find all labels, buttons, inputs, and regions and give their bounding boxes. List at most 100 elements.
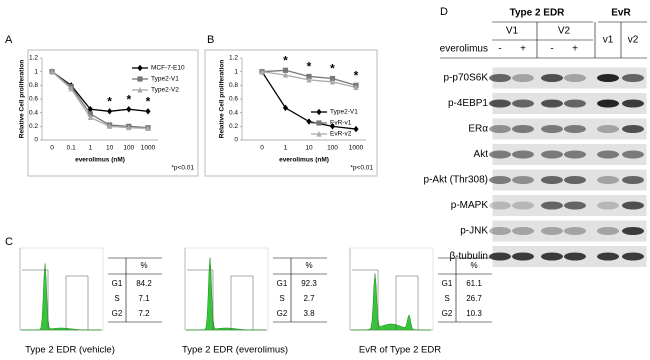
panel-label: A	[5, 34, 13, 46]
table-cell: 26.7	[466, 294, 482, 303]
blot-band	[541, 150, 563, 159]
blot-band	[564, 201, 586, 210]
plot-caption: EvR of Type 2 EDR	[359, 345, 441, 356]
blot-band	[597, 252, 619, 261]
blot-band	[489, 125, 511, 133]
footnote: *p<0.01	[171, 165, 194, 172]
blot-band	[489, 252, 511, 261]
row-label: p-Akt (Thr308)	[424, 175, 488, 186]
y-tick-label: 0.4	[229, 109, 238, 116]
blot-band	[541, 74, 563, 82]
y-tick-label: 0.6	[29, 96, 38, 103]
marker	[107, 123, 113, 129]
blot-band	[622, 125, 644, 133]
blot-band	[512, 227, 534, 235]
blot-band	[622, 99, 644, 108]
marker	[68, 85, 74, 92]
marker	[282, 104, 289, 112]
blot-band	[541, 99, 563, 108]
table-cell: 92.3	[301, 279, 317, 288]
blot-band	[564, 74, 586, 82]
marker	[126, 124, 132, 131]
series-line	[51, 71, 149, 112]
significance-marker: *	[330, 62, 335, 76]
group-header: EvR	[611, 8, 631, 19]
series-line	[51, 71, 149, 129]
marker	[126, 106, 132, 113]
significance-marker: *	[107, 94, 112, 108]
significance-marker: *	[126, 92, 131, 106]
table-cell: G1	[112, 279, 123, 288]
lane-header: v1	[603, 35, 614, 46]
marker	[282, 71, 289, 78]
y-tick-label: 0.8	[229, 82, 238, 89]
marker	[87, 111, 93, 117]
row-label: p-JNK	[460, 226, 488, 237]
x-tick-label: 0	[50, 145, 54, 152]
marker	[306, 118, 312, 125]
marker	[145, 125, 151, 131]
legend-label: Type2-V1	[151, 76, 179, 83]
blot-band	[597, 176, 619, 184]
marker	[137, 64, 143, 72]
histogram	[350, 273, 432, 331]
legend-label: EvR-v2	[330, 131, 352, 138]
table-header: %	[140, 261, 147, 270]
blot-band	[622, 74, 644, 82]
group-header: Type 2 EDR	[510, 8, 566, 19]
blot-band	[489, 99, 511, 108]
marker	[259, 68, 265, 75]
significance-marker: *	[354, 69, 359, 83]
blot-band	[597, 150, 619, 159]
histogram-frame	[19, 247, 104, 331]
legend-label: EvR-v1	[330, 120, 352, 127]
row-label: p-4EBP1	[448, 98, 488, 109]
blot-band	[541, 227, 563, 235]
significance-marker: *	[307, 60, 312, 74]
significance-marker: *	[146, 94, 151, 108]
x-tick-label: 100	[123, 145, 134, 152]
marker	[306, 76, 312, 83]
marker	[137, 76, 143, 82]
footnote: *p<0.01	[350, 165, 373, 172]
y-tick-label: 1	[34, 68, 38, 75]
marker	[353, 125, 359, 133]
treatment-label: everolimus	[440, 44, 488, 55]
x-tick-label: 1000	[349, 145, 364, 152]
blot-band	[489, 74, 511, 82]
x-tick-label: 10	[305, 145, 313, 152]
marker	[87, 106, 93, 113]
blot-band	[512, 201, 534, 210]
table-cell: 10.3	[466, 309, 482, 318]
histogram-frame	[349, 247, 434, 331]
row-label: p-p70S6K	[444, 73, 489, 84]
table-cell: G2	[442, 309, 453, 318]
panel-label: B	[207, 34, 214, 46]
treatment-sign: +	[520, 44, 526, 55]
table-cell: 3.8	[303, 309, 315, 318]
legend-label: Type2-V1	[330, 109, 358, 116]
blot-band	[564, 176, 586, 184]
significance-marker: *	[283, 53, 288, 67]
table-cell: 7.2	[138, 309, 150, 318]
plot-caption: Type 2 EDR (vehicle)	[25, 345, 115, 356]
x-axis-label: everolimus (nM)	[75, 157, 125, 164]
marker	[329, 78, 336, 85]
blot-band	[597, 99, 619, 108]
blot-band	[489, 227, 511, 235]
blot-band	[512, 252, 534, 261]
y-tick-label: 0	[34, 137, 38, 144]
blot-band	[512, 125, 534, 133]
marker	[306, 73, 312, 80]
marker	[87, 114, 93, 121]
table-cell: 7.1	[138, 294, 150, 303]
blot-band	[489, 150, 511, 159]
y-tick-label: 0.4	[29, 109, 38, 116]
blot-band	[597, 125, 619, 133]
blot-band	[622, 227, 644, 235]
panel-frame	[27, 49, 199, 177]
marker	[316, 130, 322, 137]
y-tick-label: 0.8	[29, 82, 38, 89]
table-cell: 2.7	[303, 294, 315, 303]
